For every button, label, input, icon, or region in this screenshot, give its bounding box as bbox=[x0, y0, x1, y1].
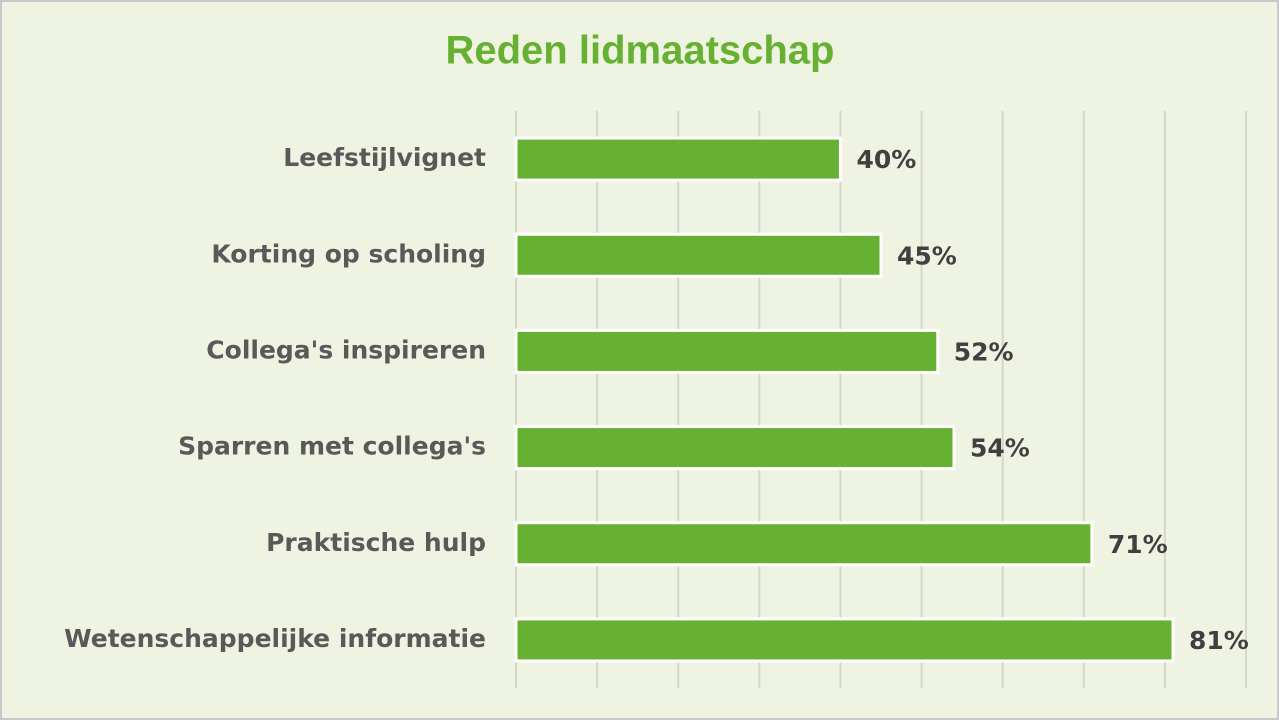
bar bbox=[514, 425, 956, 471]
data-label: 45% bbox=[897, 241, 957, 270]
bar bbox=[514, 136, 842, 182]
y-tick-label: Wetenschappelijke informatie bbox=[64, 624, 486, 653]
data-label: 52% bbox=[954, 337, 1014, 366]
data-label: 71% bbox=[1108, 530, 1168, 559]
bar bbox=[514, 617, 1175, 663]
y-tick-label: Leefstijlvignet bbox=[283, 143, 486, 172]
y-tick-label: Korting op scholing bbox=[211, 239, 486, 268]
data-label: 40% bbox=[856, 145, 916, 174]
y-tick-label: Sparren met collega's bbox=[178, 432, 486, 461]
data-label: 54% bbox=[970, 434, 1030, 463]
bar bbox=[514, 328, 940, 374]
y-tick-label: Collega's inspireren bbox=[206, 335, 486, 364]
bar bbox=[514, 232, 883, 278]
bar bbox=[514, 521, 1094, 567]
chart-title: Reden lidmaatschap bbox=[445, 29, 834, 73]
y-tick-label: Praktische hulp bbox=[266, 528, 486, 557]
data-label: 81% bbox=[1189, 626, 1249, 655]
